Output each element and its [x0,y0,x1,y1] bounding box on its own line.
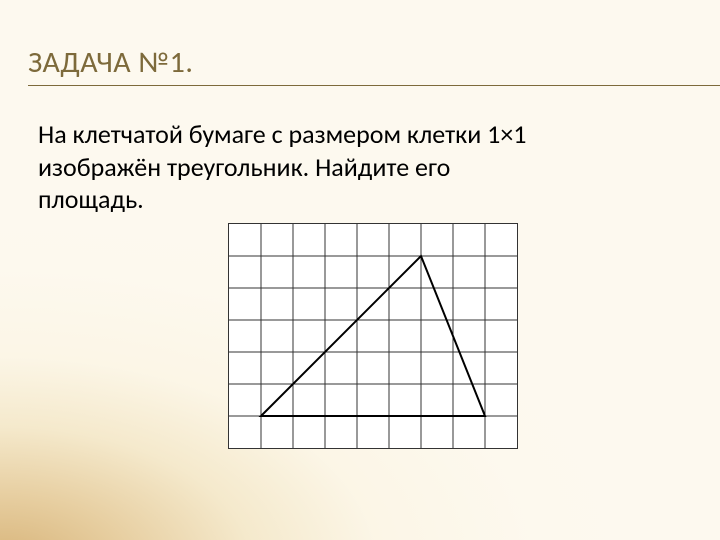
slide: ЗАДАЧА №1. На клетчатой бумаге с размеро… [0,0,720,540]
title-block: ЗАДАЧА №1. [28,44,720,86]
title-underline [28,85,720,86]
grid-svg [229,224,517,448]
grid-figure [228,223,518,449]
problem-text: На клетчатой бумаге с размером клетки 1×… [38,118,558,216]
slide-title: ЗАДАЧА №1. [28,44,720,81]
